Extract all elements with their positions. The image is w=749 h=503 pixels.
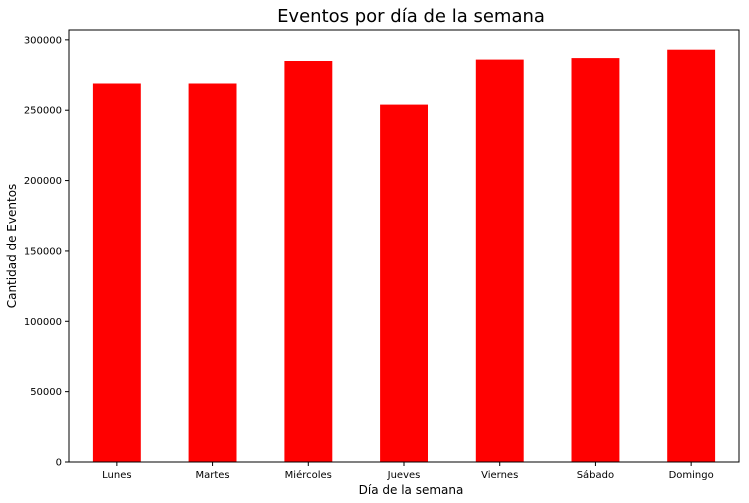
x-tick-label: Miércoles bbox=[285, 469, 332, 481]
y-axis-label: Cantidad de Eventos bbox=[5, 184, 19, 309]
x-tick-label: Lunes bbox=[102, 470, 131, 481]
x-tick-label: Viernes bbox=[481, 470, 518, 481]
plot-frame bbox=[68, 29, 740, 463]
y-tick-label: 250000 bbox=[24, 106, 62, 117]
y-tick-label: 0 bbox=[56, 458, 62, 469]
x-tick-label: Sábado bbox=[577, 469, 614, 481]
y-tick-label: 200000 bbox=[24, 176, 62, 187]
x-tick-label: Martes bbox=[195, 470, 229, 481]
axes-layer: Lunes Martes Miércoles Jueves Viernes Sábado D… bbox=[24, 29, 740, 481]
x-axis-label: Día de la semana bbox=[359, 483, 464, 497]
bar-7 bbox=[667, 49, 716, 462]
y-tick-label: 150000 bbox=[24, 246, 62, 257]
x-tick-label: Jueves bbox=[387, 470, 421, 481]
y-tick-label: 50000 bbox=[30, 387, 62, 398]
bar-4 bbox=[380, 104, 428, 462]
bar-3 bbox=[284, 61, 333, 462]
bar-5 bbox=[475, 59, 524, 462]
bar-1 bbox=[92, 83, 141, 462]
x-tick-label: Domingo bbox=[669, 470, 714, 481]
chart-title: Eventos por día de la semana bbox=[277, 6, 545, 27]
bar-2 bbox=[188, 83, 237, 462]
bar-6 bbox=[571, 58, 620, 462]
y-tick-label: 100000 bbox=[24, 317, 62, 328]
y-tick-label: 300000 bbox=[24, 35, 62, 46]
bars-layer bbox=[92, 49, 716, 462]
